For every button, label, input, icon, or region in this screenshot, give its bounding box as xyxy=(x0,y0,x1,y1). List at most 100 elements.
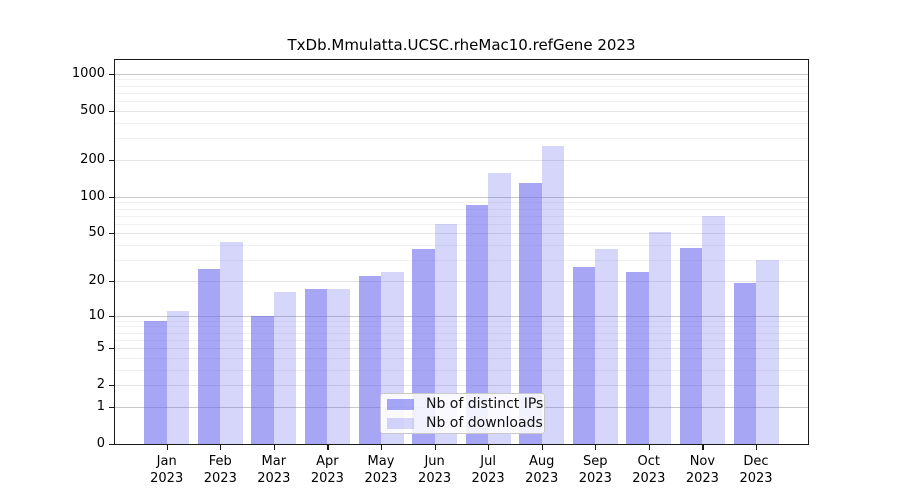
bar-distinct-ips-oct xyxy=(626,271,649,444)
x-tick-mark xyxy=(648,445,650,450)
bar-downloads-nov xyxy=(702,215,725,444)
gridline xyxy=(115,208,808,210)
bar-downloads-jul xyxy=(488,173,511,444)
x-tick-label-aug: Aug 2023 xyxy=(525,454,559,486)
gridline xyxy=(115,369,808,371)
x-tick-label-nov: Nov 2023 xyxy=(685,454,719,486)
gridline xyxy=(115,280,808,282)
y-tick-mark xyxy=(109,110,114,112)
gridline xyxy=(115,92,808,94)
y-tick-mark xyxy=(109,348,114,350)
x-tick-mark xyxy=(381,445,383,450)
x-tick-label-oct: Oct 2023 xyxy=(632,454,666,486)
bar-downloads-sep xyxy=(595,249,618,444)
legend: Nb of distinct IPs Nb of downloads xyxy=(380,393,545,434)
bar-downloads-jun xyxy=(434,223,458,444)
y-tick-label: 50 xyxy=(88,225,105,241)
bar-distinct-ips-mar xyxy=(251,315,274,444)
gridline xyxy=(115,259,808,261)
bar-downloads-jan xyxy=(166,310,190,444)
bar-downloads-apr xyxy=(327,289,350,444)
gridline xyxy=(115,85,808,87)
gridline xyxy=(115,332,808,334)
x-tick-label-jul: Jul 2023 xyxy=(471,454,505,486)
gridline xyxy=(115,233,808,235)
legend-label: Nb of downloads xyxy=(426,415,543,431)
bar-distinct-ips-jul xyxy=(465,205,489,444)
x-tick-label-sep: Sep 2023 xyxy=(578,454,612,486)
distinct-ips-swatch-icon xyxy=(387,398,414,410)
x-tick-label-mar: Mar 2023 xyxy=(257,454,291,486)
y-tick-mark xyxy=(109,385,114,387)
gridline xyxy=(115,320,808,322)
x-tick-label-apr: Apr 2023 xyxy=(310,454,344,486)
x-tick-mark xyxy=(220,445,222,450)
y-tick-label: 0 xyxy=(96,436,105,451)
bar-downloads-feb xyxy=(220,242,243,444)
gridline xyxy=(115,101,808,102)
y-tick-mark xyxy=(109,315,114,317)
legend-item-downloads: Nb of downloads xyxy=(381,414,544,433)
gridline xyxy=(115,159,808,161)
plot-area: Nb of distinct IPs Nb of downloads xyxy=(114,59,809,445)
bar-distinct-ips-aug xyxy=(519,182,542,444)
x-tick-label-dec: Dec 2023 xyxy=(739,454,773,486)
legend-label: Nb of distinct IPs xyxy=(426,396,544,412)
gridline xyxy=(115,122,808,124)
x-tick-mark xyxy=(434,445,436,450)
x-tick-label-feb: Feb 2023 xyxy=(203,454,237,486)
y-tick-mark xyxy=(109,280,114,282)
y-tick-label: 5 xyxy=(96,340,105,355)
bar-distinct-ips-feb xyxy=(197,269,221,444)
bar-downloads-dec xyxy=(756,259,779,444)
y-tick-mark xyxy=(109,233,114,235)
y-tick-label: 200 xyxy=(80,151,105,167)
x-tick-mark xyxy=(488,445,490,450)
gridline xyxy=(115,348,808,349)
bar-distinct-ips-dec xyxy=(733,283,756,444)
y-tick-mark xyxy=(109,159,114,161)
bar-distinct-ips-apr xyxy=(304,289,328,444)
x-tick-mark xyxy=(327,445,329,450)
bar-distinct-ips-jan xyxy=(144,320,167,444)
bar-downloads-aug xyxy=(541,145,565,444)
gridline xyxy=(115,138,808,140)
gridline xyxy=(115,202,808,204)
y-tick-label: 10 xyxy=(88,307,105,323)
gridline xyxy=(115,245,808,246)
x-tick-mark xyxy=(166,445,168,450)
bar-distinct-ips-sep xyxy=(572,267,596,444)
x-tick-mark xyxy=(541,445,543,450)
gridline xyxy=(115,339,808,341)
chart-title: TxDb.Mmulatta.UCSC.rheMac10.refGene 2023 xyxy=(287,36,636,54)
y-tick-label: 1000 xyxy=(71,65,105,81)
y-tick-label: 100 xyxy=(80,188,105,204)
y-tick-mark xyxy=(109,406,114,408)
bar-downloads-mar xyxy=(273,292,297,444)
bar-downloads-oct xyxy=(648,232,672,444)
gridline xyxy=(115,196,808,198)
gridline xyxy=(115,110,808,112)
y-tick-mark xyxy=(109,444,114,446)
gridline xyxy=(115,223,808,225)
gridline xyxy=(115,215,808,217)
bar-distinct-ips-may xyxy=(358,275,381,444)
gridline xyxy=(115,315,808,317)
legend-item-distinct-ips: Nb of distinct IPs xyxy=(381,395,544,414)
gridline xyxy=(115,326,808,328)
y-tick-label: 500 xyxy=(80,102,105,118)
x-tick-mark xyxy=(756,445,758,450)
y-tick-label: 1 xyxy=(96,398,105,414)
x-tick-label-jun: Jun 2023 xyxy=(418,454,452,486)
gridline xyxy=(115,79,808,81)
y-tick-mark xyxy=(109,73,114,75)
x-tick-label-may: May 2023 xyxy=(364,454,398,486)
y-tick-mark xyxy=(109,196,114,198)
x-tick-mark xyxy=(273,445,275,450)
y-tick-label: 20 xyxy=(88,272,105,288)
x-tick-label-jan: Jan 2023 xyxy=(150,454,184,486)
gridline xyxy=(115,385,808,387)
x-tick-mark xyxy=(702,445,704,450)
y-tick-label: 2 xyxy=(96,377,105,393)
